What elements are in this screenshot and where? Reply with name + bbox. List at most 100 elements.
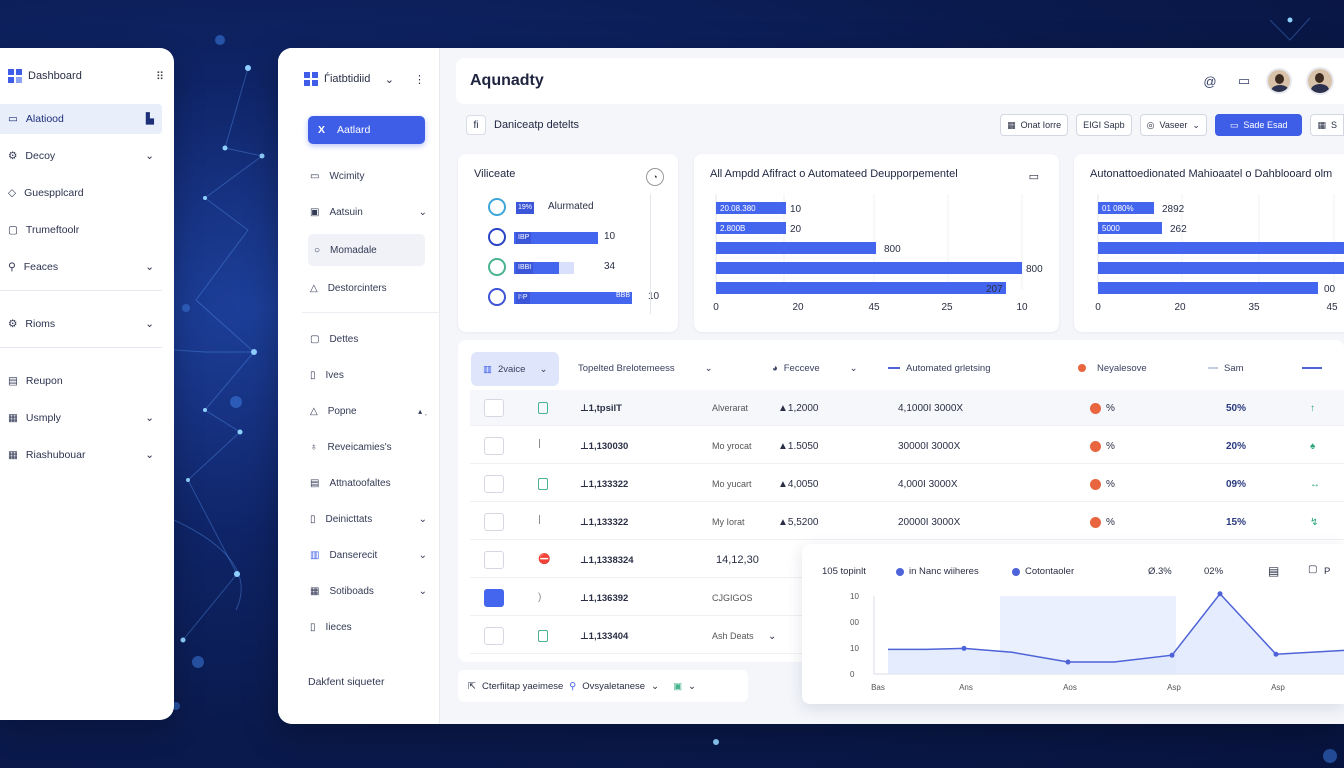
value-label: 00 (1324, 284, 1336, 295)
nav-item-12[interactable]: ▯ Iieces (310, 621, 352, 633)
chevron-down-icon[interactable]: ⌄ (768, 630, 777, 642)
sidebar-item-1[interactable]: ⚙ Decoy ⌄ (8, 150, 154, 162)
table-row[interactable]: ⊥1,133322 Mo yucart ▲4,0050 4,000I 3000X% 09… (470, 466, 1344, 502)
row-amount: ▲4,0050 (778, 478, 819, 490)
save-button[interactable]: ▭ Sade Esad (1214, 114, 1303, 136)
filter-icon[interactable]: fi (466, 115, 486, 135)
bar-tag: 01 080% (1102, 204, 1134, 213)
value-label: 262 (1170, 224, 1187, 235)
sidebar-item-0[interactable]: ▭ Alatiood ▙ (0, 104, 162, 134)
chevron-down-icon: ⌄ (539, 363, 548, 375)
nav-item-5[interactable]: ▯ Ives (310, 369, 344, 381)
x-tick: 0 (1095, 302, 1101, 313)
row-checkbox[interactable] (484, 399, 504, 417)
at-icon[interactable]: @ (1203, 73, 1217, 89)
grid-menu-icon[interactable]: ⠿ (155, 70, 164, 83)
column-header[interactable]: Automated grletsing (888, 352, 991, 384)
refresh-icon[interactable]: ◔ (646, 168, 664, 186)
table-row[interactable]: ꟾ ⊥1,130030 Mo yrocat ▲1.5050 30000I 3000X% 2… (470, 428, 1344, 464)
sidebar-item-7[interactable]: ▦ Usmply ⌄ (8, 412, 154, 424)
chart-stat: Ø.3% (1148, 566, 1172, 577)
chart-icon: ▙ (145, 113, 154, 125)
nav-item-2[interactable]: ○ Momadale (308, 234, 425, 266)
table-row[interactable]: ⊥1,tpsilT Alverarat ▲1,2000 4,1000I 3000X% 5… (470, 390, 1344, 426)
filter-2[interactable]: Ovsyaletanese (582, 680, 646, 692)
row-checkbox[interactable] (484, 475, 504, 493)
kpi-bar (514, 232, 598, 244)
nav-item-9[interactable]: ▯ Deinicttats ⌄ (310, 513, 427, 525)
dashboard-grid-icon (8, 69, 22, 83)
view-button[interactable]: ◎ Vaseer ⌄ (1139, 114, 1207, 136)
document-icon: ⛔ (538, 554, 551, 565)
sidebar-item-2[interactable]: ◇ Guespplcard (8, 187, 84, 199)
warning-icon: △ (310, 282, 318, 294)
save-icon: ▭ (1229, 119, 1239, 130)
column-header[interactable]: Topelted Brelotemeess ⌄ (578, 362, 713, 374)
nav-item-3[interactable]: △ Destorcinters (310, 282, 387, 294)
new-button[interactable]: X Aatlard (308, 116, 425, 144)
chevron-down-icon[interactable]: ⌄ (688, 680, 697, 692)
sap-button[interactable]: EIGI Sapb (1076, 114, 1132, 136)
sidebar-item-5[interactable]: ⚙ Rioms ⌄ (8, 318, 154, 330)
avatar[interactable] (1306, 67, 1334, 95)
kpi-icon (488, 258, 506, 276)
row-checkbox[interactable] (484, 589, 504, 607)
checkbox-icon[interactable]: ▢ (1308, 564, 1318, 575)
sidebar-item-6[interactable]: ▤ Reupon (8, 375, 63, 387)
chevron-down-icon[interactable]: ⌄ (384, 73, 394, 86)
image-icon[interactable]: ▣ (673, 680, 683, 692)
export-icon[interactable]: ▤ (1268, 564, 1280, 578)
table-filter-pill[interactable]: ▥ 2vaice ⌄ (471, 352, 560, 386)
row-checkbox[interactable] (484, 513, 504, 531)
row-checkbox[interactable] (484, 551, 504, 569)
row-amount: ▲1.5050 (778, 440, 819, 452)
grid-icon: ▥ (483, 363, 492, 375)
row-status: % (1090, 466, 1115, 502)
kpi-end-tag: BBB (616, 292, 631, 299)
tag-icon: ◇ (8, 187, 17, 199)
row-id: ⊥1,133322 (580, 478, 629, 490)
kpi-icon (488, 228, 506, 246)
open-button[interactable]: ▦ Onat Iorre (1000, 114, 1069, 136)
column-header[interactable]: Neyalesove (1078, 352, 1147, 384)
x-tick: Ans (959, 683, 973, 692)
row-icon-cell: ) (538, 580, 548, 616)
data-point (1217, 591, 1223, 597)
chart-options-icon[interactable]: ▭ (1028, 171, 1039, 183)
nav-item-6[interactable]: △ Popne ▴ ˏ (310, 405, 427, 417)
nav-item-10[interactable]: ▥ Danserecit ⌄ (310, 549, 427, 561)
row-checkbox[interactable] (484, 437, 504, 455)
box-icon: ▢ (310, 333, 320, 345)
filter-1[interactable]: Cterfiitap yaeimese (481, 680, 564, 692)
nav-item-0[interactable]: ▭ Wcimity (310, 170, 365, 182)
more-icon[interactable]: ⋮ (414, 73, 425, 86)
avatar[interactable] (1266, 68, 1292, 94)
nav-item-8[interactable]: ▤ Attnatoofaltes (310, 477, 391, 489)
bar (716, 202, 786, 214)
table-row[interactable]: ꟾ ⊥1,133322 My Iorat ▲5,5200 20000I 3000X% 15… (470, 504, 1344, 540)
sidebar-divider (0, 347, 162, 348)
column-header[interactable]: Sam (1208, 352, 1322, 384)
nav-item-7[interactable]: ♁ Reveicamies's (310, 441, 392, 453)
kpi-tag: IBBI (516, 262, 534, 274)
layout-button[interactable]: ▦ S (1310, 114, 1344, 136)
column-header[interactable]: ◕ Fecceve ⌄ (772, 362, 858, 374)
toolbar: fi Daniceatp detelts ▦ Onat Iorre EIGI Sap… (456, 110, 1344, 140)
nav-item-1[interactable]: ▣ Aatsuin ⌄ (310, 206, 427, 218)
chart-title: Autonattoedionated Mahioaatel o Dahblooa… (1090, 168, 1333, 180)
nav-item-4[interactable]: ▢ Dettes (310, 333, 359, 345)
sidebar-item-8[interactable]: ▦ Riashubouar ⌄ (8, 449, 154, 461)
data-point (1169, 652, 1175, 658)
nav-item-11[interactable]: ▦ Sotiboads ⌄ (310, 585, 427, 597)
sidebar-item-4[interactable]: ⚲ Feaces ⌄ (8, 261, 154, 273)
nav-footer[interactable]: Dakfent siqueter (308, 676, 385, 688)
sidebar-item-3[interactable]: ▢ Trumeftoolr (8, 224, 80, 236)
message-icon[interactable]: ▭ (1237, 73, 1251, 88)
left-sidebar: Dashboard ⠿ ▭ Alatiood ▙ ⚙ Decoy ⌄ ◇ Guespplc… (0, 48, 174, 720)
kpi-label: Alurmated (548, 201, 594, 212)
table-icon: ▦ (8, 412, 18, 424)
row-checkbox[interactable] (484, 627, 504, 645)
chevron-down-icon[interactable]: ⌄ (651, 680, 660, 692)
